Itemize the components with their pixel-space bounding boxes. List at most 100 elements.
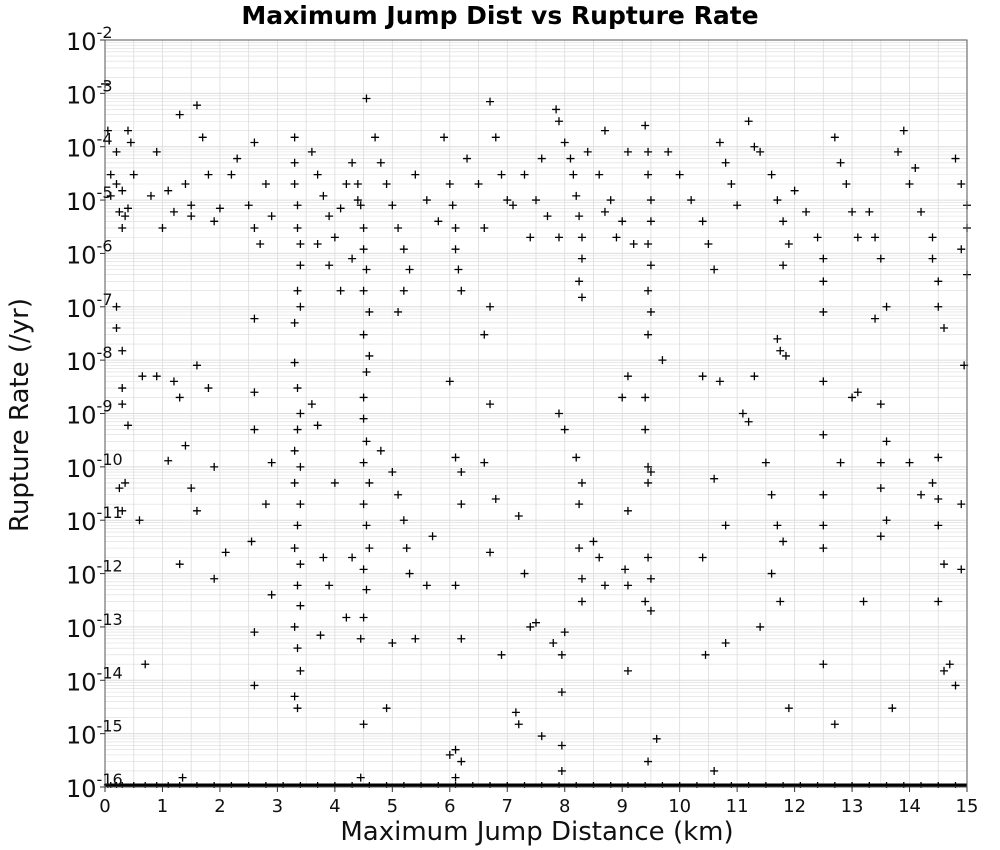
data-point <box>221 548 230 557</box>
data-point <box>940 666 949 675</box>
data-point <box>727 180 736 189</box>
y-tick-label: 10-11 <box>66 503 123 536</box>
data-point <box>776 346 785 355</box>
data-point <box>454 265 463 274</box>
data-point <box>118 346 127 355</box>
data-point <box>842 180 851 189</box>
data-point <box>644 330 653 339</box>
data-point <box>781 351 790 360</box>
data-point <box>928 254 937 263</box>
data-point <box>336 204 345 213</box>
data-point <box>290 692 299 701</box>
data-point <box>192 361 201 370</box>
data-point <box>152 372 161 381</box>
data-point <box>463 154 472 163</box>
data-point <box>123 421 132 430</box>
data-point <box>181 180 190 189</box>
data-point <box>457 500 466 509</box>
data-point <box>882 437 891 446</box>
data-point <box>882 302 891 311</box>
data-point <box>445 750 454 759</box>
data-point <box>164 456 173 465</box>
data-point <box>917 490 926 499</box>
data-point <box>621 565 630 574</box>
data-point <box>577 293 586 302</box>
data-point <box>644 553 653 562</box>
x-tick-label: 2 <box>214 796 225 817</box>
data-point <box>210 217 219 226</box>
data-point <box>575 212 584 221</box>
data-point <box>876 458 885 467</box>
data-point <box>698 553 707 562</box>
data-point <box>744 417 753 426</box>
data-point <box>405 265 414 274</box>
data-point <box>819 544 828 553</box>
data-point <box>575 544 584 553</box>
data-point <box>575 277 584 286</box>
data-point <box>330 233 339 242</box>
x-tick-label: 5 <box>387 796 398 817</box>
data-point <box>457 468 466 477</box>
data-point <box>784 240 793 249</box>
data-point <box>428 532 437 541</box>
data-point <box>779 537 788 546</box>
data-point <box>549 638 558 647</box>
data-point <box>290 358 299 367</box>
data-point <box>934 277 943 286</box>
data-point <box>210 462 219 471</box>
data-point <box>894 147 903 156</box>
y-tick-label: 10-14 <box>66 663 123 696</box>
data-point <box>606 196 615 205</box>
data-point <box>118 400 127 409</box>
data-point <box>704 240 713 249</box>
data-point <box>701 650 710 659</box>
data-point <box>115 484 124 493</box>
data-point <box>644 286 653 295</box>
data-point <box>152 147 161 156</box>
data-point <box>543 212 552 221</box>
y-tick-label: 10-7 <box>66 290 113 323</box>
data-point <box>888 704 897 713</box>
data-point <box>537 732 546 741</box>
data-point <box>497 650 506 659</box>
data-point <box>773 196 782 205</box>
data-point <box>480 330 489 339</box>
data-point <box>399 286 408 295</box>
data-point <box>520 569 529 578</box>
data-point <box>267 212 276 221</box>
data-point <box>934 597 943 606</box>
data-point <box>577 233 586 242</box>
data-point <box>595 170 604 179</box>
y-tick-label: 10-12 <box>66 557 123 590</box>
data-point <box>365 544 374 553</box>
data-point <box>767 569 776 578</box>
data-point <box>362 521 371 530</box>
data-point <box>557 688 566 697</box>
data-point <box>641 425 650 434</box>
data-point <box>296 261 305 270</box>
y-tick-label: 10-9 <box>66 397 113 430</box>
data-point <box>402 544 411 553</box>
data-point <box>290 180 299 189</box>
data-point <box>721 521 730 530</box>
data-point <box>296 240 305 249</box>
data-point <box>905 458 914 467</box>
data-point <box>641 121 650 130</box>
data-point <box>115 207 124 216</box>
y-tick-label: 10-4 <box>66 130 113 163</box>
data-point <box>557 741 566 750</box>
data-point <box>187 201 196 210</box>
data-point <box>192 506 201 515</box>
data-point <box>394 307 403 316</box>
data-point <box>779 217 788 226</box>
data-point <box>744 117 753 126</box>
data-point <box>577 574 586 583</box>
data-point <box>293 286 302 295</box>
data-point <box>123 126 132 135</box>
data-point <box>554 233 563 242</box>
data-point <box>267 458 276 467</box>
data-point <box>307 400 316 409</box>
data-point <box>121 478 130 487</box>
data-point <box>756 147 765 156</box>
data-point <box>296 409 305 418</box>
